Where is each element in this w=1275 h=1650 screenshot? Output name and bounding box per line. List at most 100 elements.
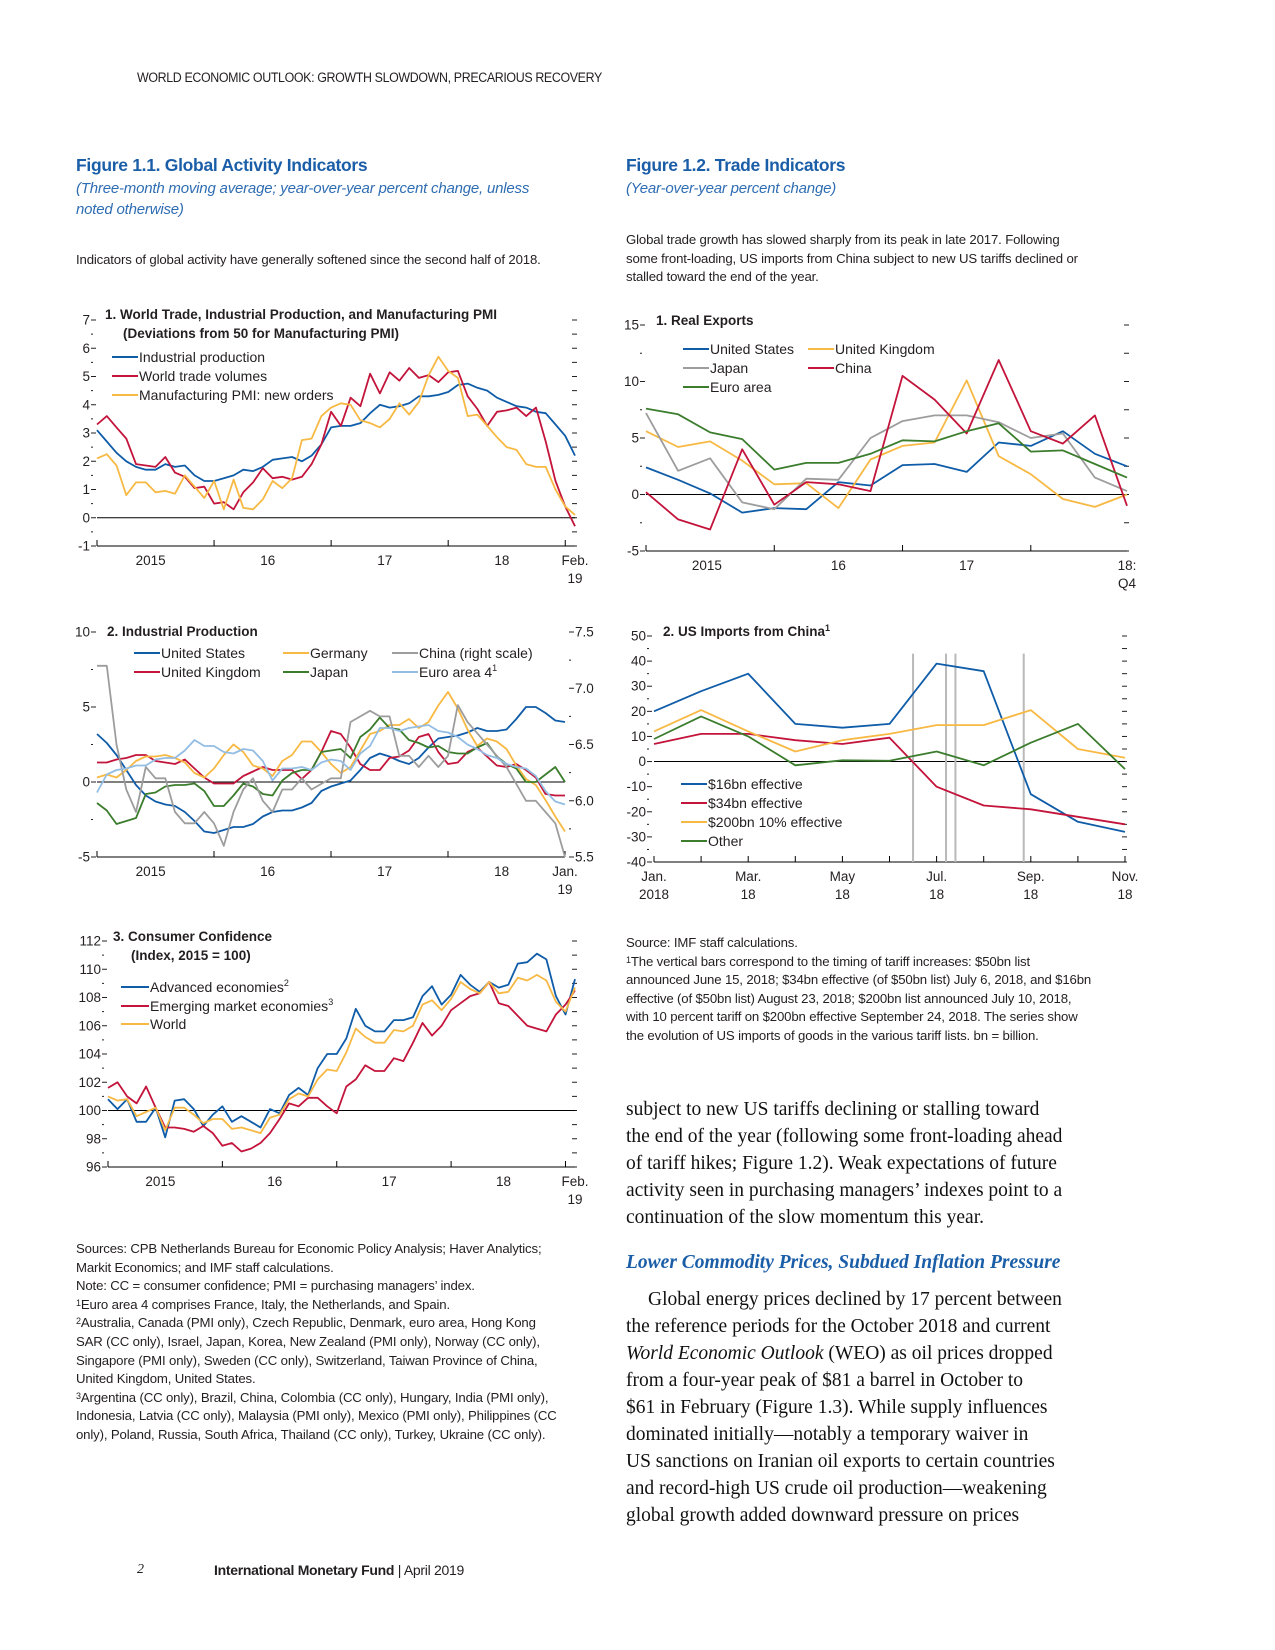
y-tick-label: 5 [82,700,90,715]
y-tick-label: -10 [626,779,646,794]
legend-text: China (right scale) [419,645,533,661]
x-tick-label: Jan. [641,869,667,884]
right-axis-label: 7.0 [575,681,594,696]
series-line-world-trade-volumes [96,367,576,527]
body-paragraph-2: Global energy prices declined by 17 perc… [626,1286,1062,1529]
y-tick-label: 1 [82,482,90,497]
chart-title-text: 1. Real Exports [656,313,754,328]
x-tick-label: Feb. [561,1174,588,1189]
legend-text: $200bn 10% effective [708,814,843,830]
footnote-marker: 2 [76,1316,81,1327]
text-line: effective (of $50bn list) August 23, 201… [626,990,1072,1006]
legend-label: $200bn 10% effective [708,814,843,830]
x-tick-label: 2015 [692,558,722,573]
series-line--34bn-effective [653,733,1126,826]
legend-label: Euro area 41 [419,663,497,680]
footnote-marker: 3 [328,997,333,1007]
legend-label: Germany [310,645,368,661]
legend-label: United Kingdom [161,664,261,680]
y-tick-label: 0 [82,510,90,525]
legend-label: Japan [310,664,348,680]
legend-text: Euro area [710,379,772,395]
line-text: Euro area 4 comprises France, Italy, the… [80,1296,450,1312]
y-tick-label: 110 [79,962,101,977]
series-line-world [107,974,576,1134]
y-tick-label: 0 [82,775,90,790]
x-tick-label-line2: 18 [1117,887,1132,902]
legend-text: $16bn effective [708,776,803,792]
text-line: noted otherwise) [76,201,184,218]
chart-title-text: (Index, 2015 = 100) [131,948,251,963]
figure-1-2-title: Figure 1.2. Trade Indicators [626,155,846,175]
y-tick-label: 5 [82,369,90,384]
series-line-industrial-production [96,382,576,482]
y-tick-label: 2 [82,454,90,469]
chart-title-text: 1. World Trade, Industrial Production, a… [105,307,497,322]
y-tick-label: 96 [86,1160,101,1175]
legend-text: Japan [710,360,748,376]
series-line-united-kingdom [97,730,565,797]
legend-label: Industrial production [139,349,265,365]
x-tick-label: 16 [267,1174,282,1189]
y-tick-label: -5 [627,544,639,559]
y-tick-label: 15 [624,318,639,333]
figure-1-1-title: Figure 1.1. Global Activity Indicators [76,155,368,175]
legend-label: China [835,360,872,376]
x-tick-label: Jul. [926,869,947,884]
text-line: dominated initially—notably a temporary … [626,1424,1029,1445]
chart-title: 2. US Imports from China1 [663,623,830,639]
section-heading: Lower Commodity Prices, Subdued Inflatio… [626,1252,1061,1273]
footnote-marker: 1 [492,663,497,673]
x-tick-label-line2: 18 [835,887,850,902]
series-line-euro-area [645,407,1128,479]
series-line-china [645,359,1128,531]
text-line: $61 in February (Figure 1.3). While supp… [626,1397,1048,1418]
legend-text: Emerging market economies [150,998,328,1014]
series-line-united-states [645,430,1128,514]
text-line: activity seen in purchasing managers’ in… [626,1180,1063,1201]
text-line: only), Poland, Russia, South Africa, Tha… [76,1426,546,1442]
x-tick-label: 18: [1118,558,1137,573]
legend-label: Japan [710,360,748,376]
y-tick-label: 50 [631,629,646,644]
x-tick-label: 17 [959,558,974,573]
x-tick-label: 2015 [145,1174,175,1189]
y-tick-label: -5 [78,850,90,865]
y-tick-label: 108 [78,990,101,1005]
chart-title-text: (Deviations from 50 for Manufacturing PM… [123,326,399,341]
text-line: Note: CC = consumer confidence; PMI = pu… [76,1278,475,1294]
legend-label: Euro area [710,379,772,395]
legend-label: Advanced economies2 [150,978,289,995]
chart-title-text: 2. Industrial Production [107,624,258,639]
y-tick-label: 6 [82,341,90,356]
legend-text: World trade volumes [139,368,267,384]
series-line-germany [96,691,566,832]
legend-label: World trade volumes [139,368,267,384]
legend-text: China [835,360,872,376]
text-line: 1Euro area 4 comprises France, Italy, th… [76,1296,557,1315]
legend-text: United States [161,645,245,661]
line-text: Argentina (CC only), Brazil, China, Colo… [80,1389,549,1405]
footer-separator: | [394,1562,404,1578]
figure-1-2-subtitle: (Year-over-year percent change) [626,178,836,199]
x-tick-label: Nov. [1112,869,1139,884]
x-tick-label: Sep. [1017,869,1045,884]
text-line: Global trade growth has slowed sharply f… [626,232,1060,247]
y-tick-label: 0 [631,487,639,502]
figure-1-2-notes: Source: IMF staff calculations. 1The vert… [626,934,1091,1046]
text-line: from a four-year peak of $81 a barrel in… [626,1370,1024,1391]
y-tick-label: -30 [626,829,646,844]
legend-text: United Kingdom [835,341,935,357]
x-tick-label: 18 [494,553,509,568]
y-tick-label: 100 [78,1103,101,1118]
y-tick-label: -1 [78,539,90,554]
x-tick-label-line2: 19 [567,571,582,586]
text-line: (Three-month moving average; year-over-y… [76,180,530,197]
page-number: 2 [137,1562,144,1577]
text-line: stalled toward the end of the year. [626,269,819,285]
figure-1-1-intro: Indicators of global activity have gener… [76,252,541,267]
text-line: Indonesia, Latvia (CC only), Malaysia (P… [76,1408,557,1424]
chart-industrial-production: -5 0 5 10 5.5 6.0 6.5 7.0 7.5 2015 16 17 18 Jan. 19 2. … [75,624,594,897]
x-tick-label: Feb. [561,553,588,568]
x-tick-label-line2: 2018 [639,887,669,902]
